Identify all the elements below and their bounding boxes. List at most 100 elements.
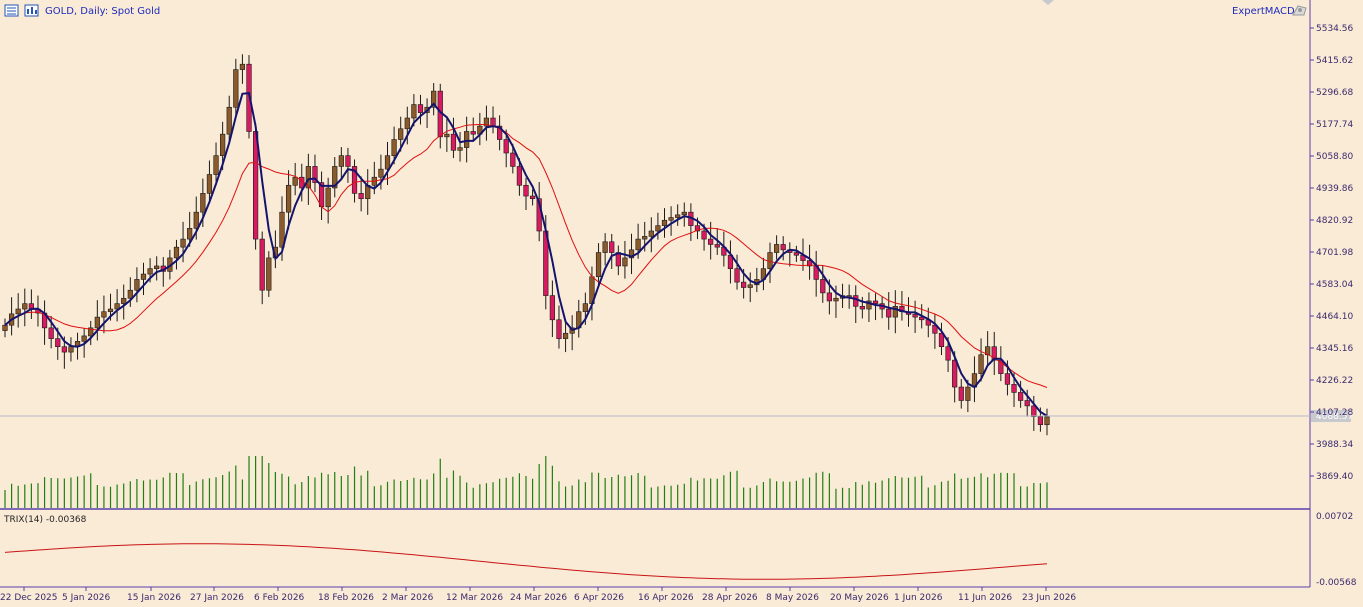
bull-candle — [154, 265, 160, 269]
bear-candle — [826, 292, 832, 302]
bull-candle — [114, 303, 120, 310]
bull-candle — [681, 211, 687, 216]
bear-candle — [734, 268, 740, 283]
bear-candle — [872, 300, 879, 304]
slow-moving-average-line — [4, 124, 1048, 388]
bear-candle — [417, 104, 424, 113]
menu-icon[interactable] — [4, 4, 19, 17]
time-tick-label: 24 Mar 2026 — [510, 593, 567, 603]
bull-candle — [88, 327, 94, 337]
trix-axis-min: -0.00568 — [1316, 578, 1357, 588]
expert-advisor-name[interactable]: ExpertMACD — [1232, 6, 1295, 17]
price-tick-label: 3988.34 — [1316, 440, 1353, 450]
time-tick-label: 16 Apr 2026 — [638, 593, 694, 603]
trix-line — [4, 543, 1048, 580]
bull-candle — [483, 117, 490, 127]
bull-candle — [22, 303, 28, 310]
bear-candle — [470, 131, 476, 135]
bull-candle — [595, 252, 602, 278]
bull-candle — [239, 63, 246, 70]
volume-histogram — [4, 456, 1048, 508]
bear-candle — [516, 166, 523, 186]
bull-candle — [332, 166, 338, 189]
bear-candle — [523, 184, 529, 197]
bull-candle — [391, 139, 397, 156]
current-price-label: 4088.57 — [1316, 412, 1353, 422]
time-tick-label: 28 Apr 2026 — [702, 593, 758, 603]
price-pane[interactable] — [2, 54, 1050, 436]
bear-candle — [958, 386, 964, 401]
bull-candle — [140, 273, 147, 280]
bear-candle — [450, 133, 457, 151]
bear-candle — [48, 327, 54, 339]
bull-candle — [147, 268, 153, 275]
bull-candle — [635, 238, 641, 251]
shift-marker-icon[interactable] — [1042, 0, 1054, 5]
bull-candle — [747, 284, 753, 288]
bull-candle — [305, 166, 311, 189]
bear-candle — [945, 346, 951, 361]
time-tick-label: 27 Jan 2026 — [190, 593, 244, 603]
bull-candle — [411, 104, 417, 119]
bull-candle — [325, 187, 331, 208]
bear-candle — [490, 117, 496, 127]
bull-candle — [2, 324, 8, 331]
trix-axis-max: 0.00702 — [1316, 512, 1353, 522]
price-tick-label: 4939.86 — [1316, 184, 1353, 194]
time-tick-label: 8 May 2026 — [766, 593, 819, 603]
trix-pane[interactable] — [4, 543, 1048, 580]
bear-candle — [714, 244, 720, 248]
time-tick-label: 20 May 2026 — [830, 593, 889, 603]
time-axis[interactable]: 22 Dec 2025 5 Jan 2026 15 Jan 2026 27 Jan 2… — [0, 587, 1076, 603]
bull-candle — [200, 193, 206, 213]
bear-candle — [741, 281, 747, 288]
bear-candle — [859, 306, 865, 310]
current-price-box — [1311, 410, 1351, 422]
bear-candle — [529, 195, 536, 200]
bull-candle — [127, 289, 133, 299]
bull-candle — [628, 249, 635, 259]
bull-candle — [213, 155, 219, 175]
bull-candle — [773, 244, 780, 253]
bear-candle — [556, 319, 562, 339]
bear-candle — [853, 295, 859, 307]
bear-candle — [694, 225, 701, 232]
price-axis[interactable]: 5534.56 5415.62 5296.68 5177.74 5058.80 4939.… — [1310, 24, 1353, 482]
bull-candle — [226, 106, 232, 135]
bull-candle — [378, 168, 384, 178]
expert-hat-icon[interactable] — [1292, 5, 1307, 16]
bull-candle — [81, 335, 87, 342]
time-tick-label: 12 Mar 2026 — [446, 593, 503, 603]
bear-candle — [886, 308, 892, 318]
bear-candle — [61, 346, 67, 353]
bull-candle — [94, 316, 100, 329]
bull-candle — [562, 332, 569, 339]
bear-candle — [708, 238, 714, 245]
price-tick-label: 3869.40 — [1316, 472, 1353, 482]
price-tick-label: 5415.62 — [1316, 56, 1353, 66]
time-tick-label: 15 Jan 2026 — [127, 593, 181, 603]
bull-candle — [266, 257, 272, 291]
bear-candle — [912, 314, 918, 318]
price-tick-label: 5058.80 — [1316, 152, 1353, 162]
bull-candle — [675, 214, 681, 218]
bull-candle — [285, 184, 292, 213]
bull-candle — [444, 133, 450, 138]
bear-candle — [358, 193, 364, 200]
trix-indicator-label: TRIX(14) -0.00368 — [3, 515, 87, 525]
bull-candle — [292, 176, 298, 186]
bull-candle — [661, 219, 668, 226]
time-tick-label: 22 Dec 2025 — [0, 593, 58, 603]
bull-candle — [68, 346, 74, 353]
price-tick-label: 4226.22 — [1316, 376, 1353, 386]
chart-properties-icon[interactable] — [24, 4, 39, 17]
price-tick-label: 4583.04 — [1316, 280, 1353, 290]
bull-candle — [431, 90, 437, 108]
time-tick-label: 11 Jun 2026 — [958, 593, 1012, 603]
bear-candle — [345, 155, 351, 167]
bull-candle — [101, 311, 107, 318]
bull-candle — [233, 69, 239, 108]
bear-candle — [1031, 405, 1037, 417]
